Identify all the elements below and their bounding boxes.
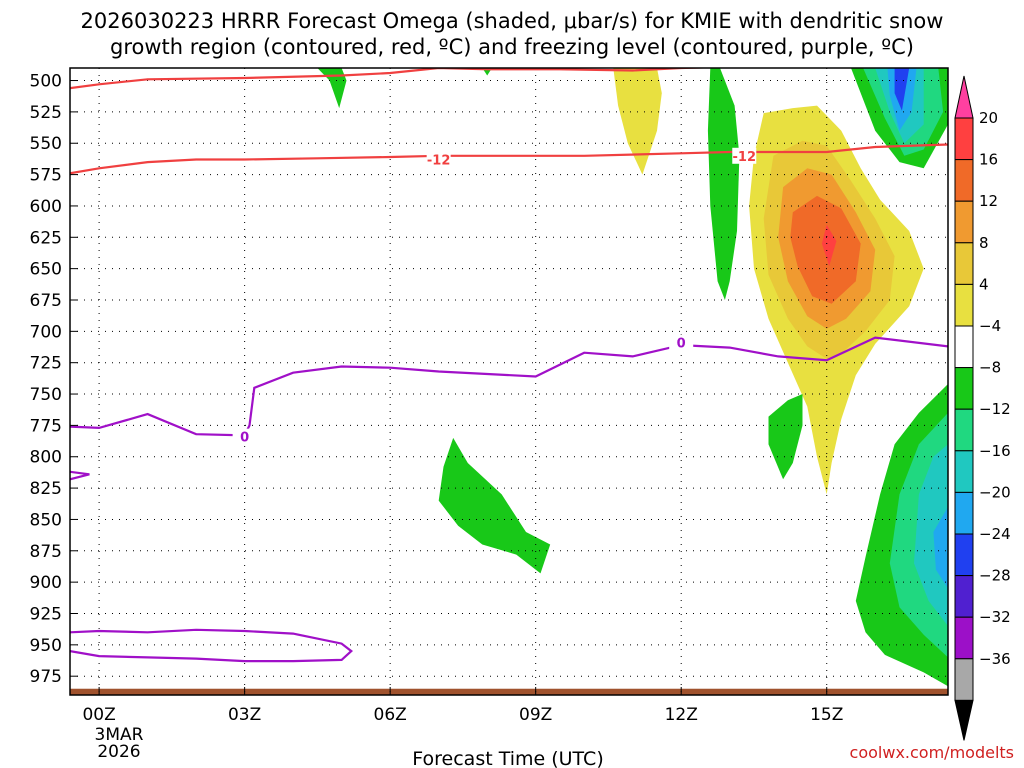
y-tick-label: 875 <box>30 542 62 562</box>
negative-omega-4 <box>768 394 803 480</box>
colorbar-segment <box>954 367 974 410</box>
y-tick-label: 600 <box>30 197 62 217</box>
y-tick-label: 525 <box>30 103 62 123</box>
colorbar-tick-label: −28 <box>979 567 1011 585</box>
y-tick-label: 950 <box>30 636 62 656</box>
y-tick-label: 750 <box>30 385 62 405</box>
contour-label-text: -12 <box>733 150 757 165</box>
colorbar-tick-label: 8 <box>979 234 989 252</box>
colorbar-segment <box>954 159 974 202</box>
plot-frame <box>69 67 949 696</box>
y-tick-label: 900 <box>30 573 62 593</box>
x-tick-label: 15Z <box>810 705 843 725</box>
negative-omega-4 <box>438 437 551 574</box>
y-tick-label: 800 <box>30 448 62 468</box>
colorbar-tick-label: 4 <box>979 275 989 293</box>
negative-omega-16 <box>933 506 948 589</box>
colorbar-tick-label: −24 <box>979 525 1011 543</box>
date-label-day: 3MAR <box>95 725 144 745</box>
freezing-level-loop <box>70 470 90 481</box>
colorbar-segment <box>954 658 974 701</box>
y-tick-label: 500 <box>30 72 62 92</box>
contour-label-bg <box>669 334 694 351</box>
negative-omega-12 <box>914 444 948 626</box>
contour-lines: -12 -12 0 0 <box>70 68 948 663</box>
colorbar-lower-arrow <box>954 699 974 741</box>
y-tick-label: 725 <box>30 354 62 374</box>
colorbar-segment <box>954 242 974 285</box>
freezing-label: 0 <box>669 334 694 352</box>
colorbar-tick-label: 16 <box>979 151 998 169</box>
y-tick-label: 850 <box>30 510 62 530</box>
y-tick-label: 975 <box>30 667 62 687</box>
contour-label-bg <box>732 147 757 164</box>
y-tick-label: 550 <box>30 134 62 154</box>
colorbar-segment <box>954 575 974 618</box>
freezing-label: 0 <box>232 428 257 446</box>
dgz-label: -12 <box>732 147 757 165</box>
y-tick-label: 625 <box>30 228 62 248</box>
y-tick-label: 575 <box>30 166 62 186</box>
x-tick-label: 06Z <box>374 705 407 725</box>
chart-title-line1: 2026030223 HRRR Forecast Omega (shaded, … <box>81 9 944 33</box>
contour-label-text: -12 <box>427 154 451 169</box>
x-tick-label: 12Z <box>665 705 698 725</box>
colorbar-segment <box>954 616 974 660</box>
colorbar-tick-label: 12 <box>979 192 998 210</box>
colorbar-tick-label: 20 <box>979 109 998 127</box>
negative-omega-20 <box>894 68 910 111</box>
negative-omega-4 <box>317 68 347 109</box>
colorbar-segment <box>954 117 974 161</box>
omega-shading <box>70 68 948 695</box>
colorbar-segment <box>954 283 974 327</box>
dgz-upper-isotherm <box>70 68 723 90</box>
x-axis-label: Forecast Time (UTC) <box>412 748 603 768</box>
colorbar-tick-label: −36 <box>979 650 1011 668</box>
colorbar-tick-label: −20 <box>979 483 1011 501</box>
credit-text: coolwx.com/modelts <box>850 743 1014 762</box>
freezing-level-main <box>70 336 948 437</box>
x-tick-label: 09Z <box>519 705 552 725</box>
dgz-label: -12 <box>426 151 451 169</box>
colorbar-tick-label: −4 <box>979 317 1001 335</box>
y-tick-label: 675 <box>30 291 62 311</box>
chart-title-line2: growth region (contoured, red, ºC) and f… <box>110 35 914 59</box>
contour-label-text: 0 <box>677 337 686 352</box>
colorbar-upper-arrow <box>954 75 974 119</box>
contour-label-text: 0 <box>240 431 249 446</box>
colorbar: 20 16 12 8 4 −4 −8 −12 −16 −20 −24 −28 −32 −36 <box>954 75 1011 741</box>
date-label-year: 2026 <box>97 742 140 762</box>
positive-omega-20 <box>821 224 837 267</box>
y-tick-label: 650 <box>30 260 62 280</box>
y-tick-label: 825 <box>30 479 62 499</box>
colorbar-tick-label: −8 <box>979 359 1001 377</box>
contour-label-bg <box>426 151 451 168</box>
y-tick-label: 700 <box>30 322 62 342</box>
colorbar-segment <box>954 325 974 369</box>
negative-omega-4 <box>707 68 740 300</box>
ground-surface <box>70 688 948 695</box>
contour-label-bg <box>232 428 257 445</box>
colorbar-tick-label: −32 <box>979 608 1011 626</box>
y-tick-label: 775 <box>30 416 62 436</box>
freezing-level-lower-a <box>70 628 354 663</box>
colorbar-segment <box>954 491 974 535</box>
x-tick-label: 00Z <box>82 705 115 725</box>
colorbar-tick-label: −16 <box>979 442 1011 460</box>
positive-omega-4 <box>613 68 662 175</box>
colorbar-segment <box>954 533 974 577</box>
axes: 500 525 550 575 600 625 650 675 700 725 750 775 800 8… <box>30 67 949 725</box>
x-tick-label: 03Z <box>228 705 261 725</box>
colorbar-segment <box>954 408 974 452</box>
y-tick-label: 925 <box>30 604 62 624</box>
colorbar-tick-label: −12 <box>979 400 1011 418</box>
colorbar-segment <box>954 450 974 493</box>
colorbar-segment <box>954 200 974 244</box>
